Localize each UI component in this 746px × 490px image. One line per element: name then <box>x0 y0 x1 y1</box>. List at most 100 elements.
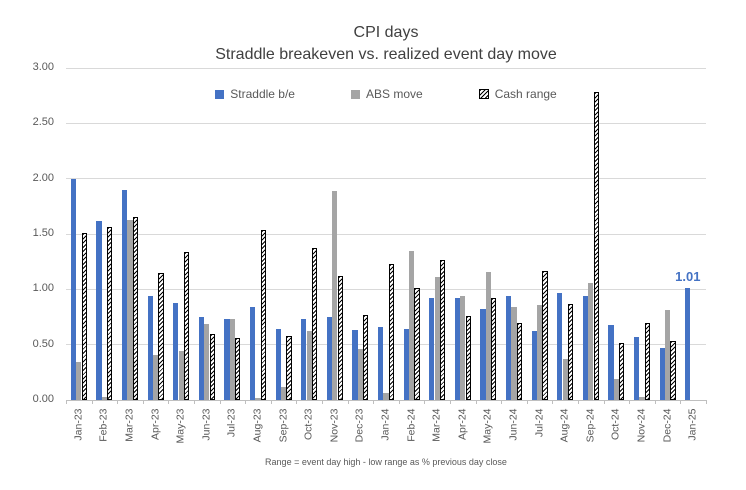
bar-cash-range-aug-24 <box>567 303 574 400</box>
x-axis-label-dec-23: Dec-23 <box>353 408 366 443</box>
bar-abs-move-jun-23 <box>204 323 210 400</box>
x-tick <box>654 400 656 404</box>
bar-straddle-b-e-jan-24 <box>377 327 384 400</box>
bar-abs-move-may-24 <box>485 271 492 400</box>
bar-abs-move-nov-23 <box>332 190 338 400</box>
bar-straddle-b-e-sep-24 <box>582 296 589 400</box>
x-axis-label-jun-24: Jun-24 <box>507 408 520 441</box>
gridline-2.50 <box>66 122 706 124</box>
x-tick <box>270 400 272 404</box>
bar-straddle-b-e-oct-23 <box>301 319 307 400</box>
bar-cash-range-sep-24 <box>593 92 599 400</box>
x-tick <box>706 400 707 404</box>
bar-cash-range-feb-23 <box>107 227 113 400</box>
bar-straddle-b-e-apr-24 <box>454 298 461 400</box>
x-tick <box>680 400 682 404</box>
bar-abs-move-jun-24 <box>511 307 517 400</box>
bar-cash-range-oct-23 <box>311 248 318 400</box>
bar-straddle-b-e-apr-23 <box>147 296 153 400</box>
data-label-jan-25: 1.01 <box>675 269 701 285</box>
bar-abs-move-apr-24 <box>460 296 466 400</box>
bar-abs-move-feb-24 <box>408 250 415 400</box>
bar-abs-move-oct-23 <box>306 331 312 400</box>
bar-straddle-b-e-jul-23 <box>224 319 230 400</box>
chart-subtitle: Straddle breakeven vs. realized event da… <box>215 46 557 63</box>
bar-straddle-b-e-jan-23 <box>70 178 77 400</box>
x-axis-label-nov-23: Nov-23 <box>328 408 341 443</box>
y-tick-label: 2.00 <box>32 171 54 184</box>
x-tick <box>552 400 554 404</box>
y-tick-label: 1.50 <box>32 227 54 239</box>
x-axis-label-may-24: May-24 <box>481 408 494 444</box>
bar-abs-move-sep-24 <box>588 282 594 400</box>
x-tick <box>322 400 323 404</box>
bar-abs-move-feb-23 <box>101 396 108 400</box>
legend-item-abs-move: ABS move <box>350 87 423 101</box>
x-axis-label-oct-23: Oct-23 <box>302 408 315 441</box>
x-axis-label-aug-23: Aug-23 <box>251 408 264 443</box>
bar-abs-move-aug-24 <box>562 359 568 400</box>
bar-cash-range-dec-23 <box>363 314 369 400</box>
bar-abs-move-mar-24 <box>434 277 440 400</box>
plot-area <box>66 67 706 400</box>
bar-straddle-b-e-sep-23 <box>275 329 281 400</box>
x-axis-label-feb-24: Feb-24 <box>405 408 418 442</box>
y-tick-label: 0.00 <box>32 393 54 405</box>
legend-label: ABS move <box>365 87 423 101</box>
y-tick-label: 2.50 <box>32 116 54 129</box>
bar-straddle-b-e-may-24 <box>480 309 486 400</box>
bar-abs-move-may-23 <box>178 351 184 400</box>
bar-cash-range-sep-23 <box>286 335 292 400</box>
bar-cash-range-mar-23 <box>132 217 139 400</box>
chart-footnote: Range = event day high - low range as % … <box>265 457 507 467</box>
bar-abs-move-jul-24 <box>536 304 543 400</box>
chart-title-block: CPI days Straddle breakeven vs. realized… <box>66 22 706 66</box>
legend-label: Straddle b/e <box>230 87 295 101</box>
x-tick <box>398 400 400 404</box>
y-tick-label: 1.00 <box>32 282 54 295</box>
x-axis-label-aug-24: Aug-24 <box>558 408 571 443</box>
x-axis-label-apr-24: Apr-24 <box>456 408 469 441</box>
bar-straddle-b-e-feb-23 <box>96 220 102 400</box>
x-tick <box>347 400 349 404</box>
x-tick <box>501 400 503 404</box>
x-axis-line <box>66 400 706 401</box>
x-axis-label-sep-23: Sep-23 <box>277 408 290 443</box>
x-tick <box>117 400 119 404</box>
x-tick <box>373 400 375 404</box>
x-axis-label-may-23: May-23 <box>174 408 187 444</box>
bar-cash-range-mar-24 <box>439 259 446 400</box>
bar-straddle-b-e-mar-24 <box>429 298 435 400</box>
x-tick <box>245 400 247 404</box>
straddle-b-e-swatch-icon <box>215 89 225 99</box>
x-axis-label-dec-24: Dec-24 <box>661 408 674 443</box>
bar-straddle-b-e-nov-23 <box>326 317 333 400</box>
bar-cash-range-oct-24 <box>619 342 625 400</box>
bar-cash-range-jul-23 <box>235 338 241 400</box>
y-tick-label: 0.50 <box>32 337 54 350</box>
x-axis-label-jun-23: Jun-23 <box>200 408 213 441</box>
bar-straddle-b-e-feb-24 <box>403 329 409 400</box>
bar-straddle-b-e-jun-23 <box>198 317 205 400</box>
x-axis-label-mar-23: Mar-23 <box>123 408 136 442</box>
legend-label: Cash range <box>494 87 557 101</box>
gridline-3.00 <box>66 67 706 69</box>
bar-straddle-b-e-jul-24 <box>531 331 537 400</box>
x-tick <box>526 400 528 404</box>
x-tick <box>168 400 170 404</box>
bar-abs-move-jul-23 <box>229 319 236 400</box>
x-axis-label-apr-23: Apr-23 <box>149 408 162 441</box>
gridline-2.00 <box>66 178 706 180</box>
abs-move-swatch-icon <box>350 89 360 99</box>
bar-cash-range-nov-24 <box>644 322 651 400</box>
bar-cash-range-jan-24 <box>388 263 395 400</box>
bar-straddle-b-e-mar-23 <box>121 189 128 400</box>
x-tick <box>66 400 67 404</box>
bar-cash-range-apr-24 <box>465 315 471 400</box>
bar-cash-range-may-24 <box>491 298 497 400</box>
x-tick <box>296 400 298 404</box>
x-tick <box>219 400 221 404</box>
x-tick <box>91 400 93 404</box>
x-axis-label-nov-24: Nov-24 <box>635 408 648 443</box>
bar-straddle-b-e-nov-24 <box>633 336 640 400</box>
